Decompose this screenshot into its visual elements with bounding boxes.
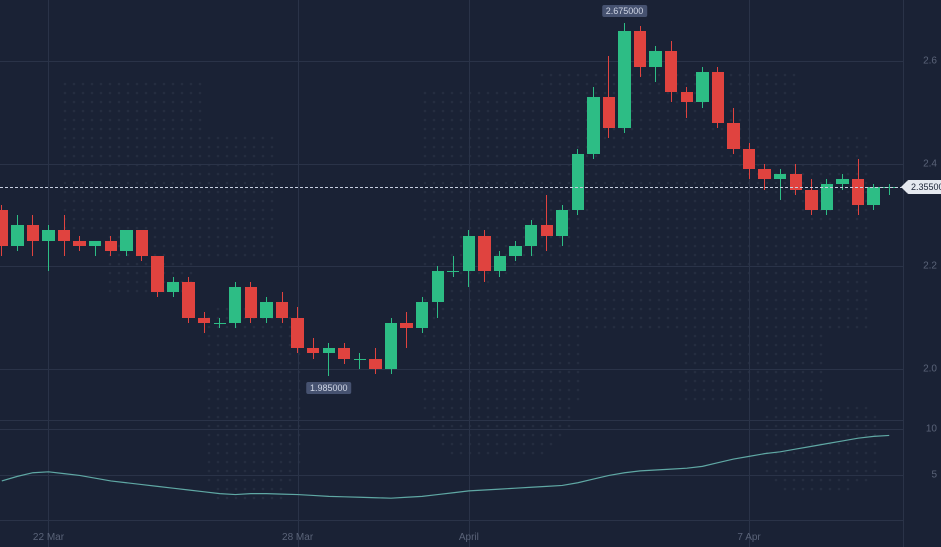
chart-root[interactable]: 2.355000 2.675000 1.985000 2.62.42.22.0 … <box>0 0 941 547</box>
price-axis-label: 2.2 <box>923 261 937 272</box>
indicator-axis-label: 10 <box>926 424 937 435</box>
time-axis-label: 7 Apr <box>737 532 760 543</box>
price-axis-label: 2.6 <box>923 56 937 67</box>
time-axis-label: April <box>459 532 479 543</box>
price-axis-label: 2.0 <box>923 363 937 374</box>
price-axis-label: 2.4 <box>923 158 937 169</box>
indicator-axis-label: 5 <box>931 469 937 480</box>
time-axis-label: 28 Mar <box>282 532 313 543</box>
indicator-line <box>2 435 889 498</box>
time-axis-label: 22 Mar <box>33 532 64 543</box>
indicator-panel <box>0 0 941 547</box>
